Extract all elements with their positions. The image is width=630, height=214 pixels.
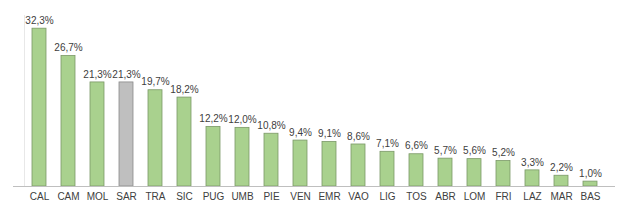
svg-text:9,1%: 9,1%	[318, 128, 341, 139]
svg-text:FRI: FRI	[495, 191, 511, 202]
svg-text:21,3%: 21,3%	[112, 69, 140, 80]
svg-text:19,7%: 19,7%	[141, 76, 169, 87]
svg-text:VEN: VEN	[290, 191, 311, 202]
svg-text:LAZ: LAZ	[523, 191, 541, 202]
svg-text:SIC: SIC	[176, 191, 193, 202]
svg-text:TRA: TRA	[146, 191, 166, 202]
svg-text:SAR: SAR	[116, 191, 137, 202]
svg-text:3,3%: 3,3%	[521, 157, 544, 168]
svg-text:12,2%: 12,2%	[199, 113, 227, 124]
svg-text:32,3%: 32,3%	[25, 15, 53, 26]
svg-text:PIE: PIE	[263, 191, 279, 202]
svg-text:EMR: EMR	[318, 191, 340, 202]
svg-text:PUG: PUG	[203, 191, 225, 202]
svg-text:MOL: MOL	[87, 191, 109, 202]
svg-text:21,3%: 21,3%	[83, 69, 111, 80]
svg-text:7,1%: 7,1%	[376, 138, 399, 149]
svg-text:5,6%: 5,6%	[463, 145, 486, 156]
svg-text:5,2%: 5,2%	[492, 147, 515, 158]
svg-text:TOS: TOS	[406, 191, 427, 202]
svg-text:UMB: UMB	[231, 191, 254, 202]
svg-text:18,2%: 18,2%	[170, 84, 198, 95]
svg-text:9,4%: 9,4%	[289, 127, 312, 138]
svg-text:26,7%: 26,7%	[54, 42, 82, 53]
svg-text:CAL: CAL	[30, 191, 50, 202]
svg-text:BAS: BAS	[580, 191, 600, 202]
svg-text:LIG: LIG	[379, 191, 395, 202]
svg-text:10,8%: 10,8%	[257, 120, 285, 131]
svg-text:5,7%: 5,7%	[434, 145, 457, 156]
svg-text:2,2%: 2,2%	[550, 162, 573, 173]
svg-text:1,0%: 1,0%	[579, 168, 602, 179]
svg-text:ABR: ABR	[435, 191, 456, 202]
svg-text:6,6%: 6,6%	[405, 140, 428, 151]
svg-text:MAR: MAR	[550, 191, 572, 202]
svg-text:VAO: VAO	[348, 191, 369, 202]
svg-text:CAM: CAM	[57, 191, 79, 202]
svg-text:12,0%: 12,0%	[228, 114, 256, 125]
svg-text:8,6%: 8,6%	[347, 131, 370, 142]
svg-text:LOM: LOM	[464, 191, 486, 202]
